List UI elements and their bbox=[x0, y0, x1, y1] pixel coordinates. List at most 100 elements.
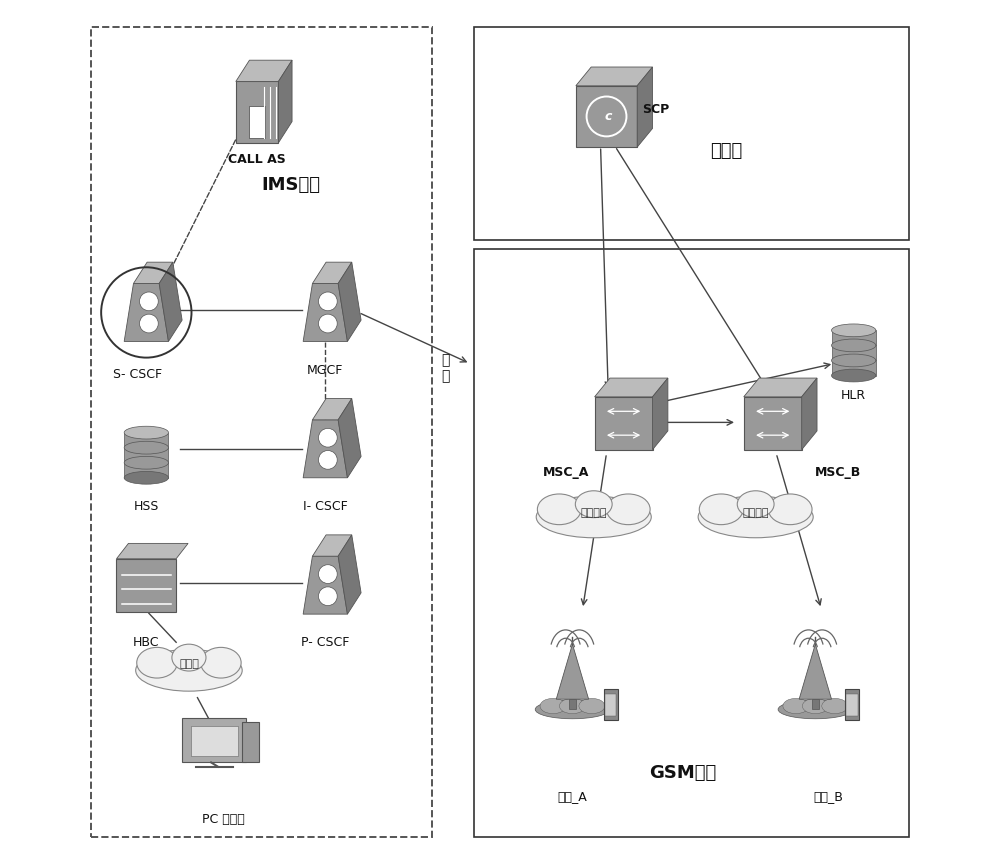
Text: IMS网络: IMS网络 bbox=[262, 175, 321, 193]
Polygon shape bbox=[159, 262, 182, 341]
Ellipse shape bbox=[575, 491, 612, 517]
Circle shape bbox=[318, 451, 337, 469]
FancyBboxPatch shape bbox=[124, 433, 168, 448]
Polygon shape bbox=[133, 262, 173, 284]
Ellipse shape bbox=[124, 457, 168, 469]
Text: 剥
离: 剥 离 bbox=[441, 353, 450, 383]
Polygon shape bbox=[576, 67, 653, 86]
Ellipse shape bbox=[124, 427, 168, 439]
Polygon shape bbox=[116, 544, 188, 558]
Circle shape bbox=[318, 314, 337, 333]
FancyBboxPatch shape bbox=[812, 699, 819, 710]
Circle shape bbox=[318, 292, 337, 310]
Polygon shape bbox=[799, 644, 832, 699]
FancyBboxPatch shape bbox=[182, 718, 246, 763]
Polygon shape bbox=[124, 284, 168, 341]
Polygon shape bbox=[653, 378, 668, 450]
Text: P- CSCF: P- CSCF bbox=[301, 636, 349, 649]
FancyBboxPatch shape bbox=[845, 689, 859, 720]
FancyBboxPatch shape bbox=[124, 463, 168, 478]
Text: SCP: SCP bbox=[642, 103, 670, 116]
Ellipse shape bbox=[737, 491, 774, 517]
FancyBboxPatch shape bbox=[846, 694, 858, 716]
Ellipse shape bbox=[699, 494, 743, 525]
Ellipse shape bbox=[832, 354, 876, 367]
Ellipse shape bbox=[535, 700, 610, 719]
FancyBboxPatch shape bbox=[242, 722, 259, 763]
FancyBboxPatch shape bbox=[604, 689, 618, 720]
FancyBboxPatch shape bbox=[249, 106, 265, 138]
FancyBboxPatch shape bbox=[124, 448, 168, 463]
Text: I- CSCF: I- CSCF bbox=[303, 500, 348, 513]
Ellipse shape bbox=[698, 496, 813, 538]
Text: MGCF: MGCF bbox=[307, 363, 343, 376]
FancyBboxPatch shape bbox=[832, 361, 876, 375]
Polygon shape bbox=[278, 60, 292, 143]
FancyBboxPatch shape bbox=[116, 558, 176, 611]
Polygon shape bbox=[236, 60, 292, 81]
Ellipse shape bbox=[606, 494, 650, 525]
Ellipse shape bbox=[832, 324, 876, 337]
Text: 被叫归属: 被叫归属 bbox=[742, 508, 769, 518]
Polygon shape bbox=[303, 557, 347, 614]
Polygon shape bbox=[637, 67, 653, 147]
Ellipse shape bbox=[802, 699, 828, 714]
Ellipse shape bbox=[137, 647, 177, 678]
Text: GSM网络: GSM网络 bbox=[650, 764, 717, 781]
Polygon shape bbox=[595, 378, 668, 397]
Circle shape bbox=[318, 587, 337, 605]
FancyBboxPatch shape bbox=[832, 330, 876, 345]
Ellipse shape bbox=[832, 339, 876, 351]
Polygon shape bbox=[338, 262, 361, 341]
FancyBboxPatch shape bbox=[595, 397, 653, 450]
FancyBboxPatch shape bbox=[236, 81, 278, 143]
Polygon shape bbox=[303, 284, 347, 341]
Text: HBC: HBC bbox=[133, 636, 160, 649]
Ellipse shape bbox=[537, 494, 581, 525]
Ellipse shape bbox=[832, 369, 876, 382]
Ellipse shape bbox=[579, 699, 605, 714]
Ellipse shape bbox=[201, 647, 241, 678]
Circle shape bbox=[318, 428, 337, 447]
Circle shape bbox=[140, 292, 158, 310]
Ellipse shape bbox=[783, 699, 809, 714]
Text: MSC_B: MSC_B bbox=[815, 466, 862, 479]
Ellipse shape bbox=[559, 699, 585, 714]
Text: c: c bbox=[605, 110, 612, 123]
Text: 终端_B: 终端_B bbox=[813, 790, 843, 803]
Text: S- CSCF: S- CSCF bbox=[113, 368, 162, 380]
Polygon shape bbox=[312, 262, 352, 284]
Polygon shape bbox=[744, 378, 817, 397]
FancyBboxPatch shape bbox=[569, 699, 576, 710]
Text: 智能网: 智能网 bbox=[710, 142, 742, 160]
Ellipse shape bbox=[822, 699, 848, 714]
Ellipse shape bbox=[124, 441, 168, 454]
Text: HSS: HSS bbox=[134, 500, 159, 513]
Text: 互联网: 互联网 bbox=[179, 659, 199, 669]
Text: 主叫归属: 主叫归属 bbox=[580, 508, 607, 518]
FancyBboxPatch shape bbox=[832, 345, 876, 361]
Polygon shape bbox=[303, 420, 347, 478]
Circle shape bbox=[140, 314, 158, 333]
Polygon shape bbox=[338, 535, 361, 614]
Text: MSC_A: MSC_A bbox=[543, 466, 589, 479]
Polygon shape bbox=[802, 378, 817, 450]
Ellipse shape bbox=[136, 650, 242, 691]
Polygon shape bbox=[312, 398, 352, 420]
Ellipse shape bbox=[172, 644, 206, 671]
Ellipse shape bbox=[540, 699, 566, 714]
FancyBboxPatch shape bbox=[744, 397, 802, 450]
Polygon shape bbox=[556, 644, 589, 699]
Text: CALL AS: CALL AS bbox=[228, 153, 286, 166]
FancyBboxPatch shape bbox=[605, 694, 616, 716]
Circle shape bbox=[318, 564, 337, 583]
Text: 终端_A: 终端_A bbox=[558, 790, 587, 803]
FancyBboxPatch shape bbox=[191, 726, 238, 757]
Polygon shape bbox=[312, 535, 352, 557]
Ellipse shape bbox=[124, 471, 168, 484]
Ellipse shape bbox=[778, 700, 853, 719]
FancyBboxPatch shape bbox=[576, 86, 637, 147]
Ellipse shape bbox=[536, 496, 651, 538]
Text: HLR: HLR bbox=[841, 389, 866, 402]
Ellipse shape bbox=[768, 494, 812, 525]
